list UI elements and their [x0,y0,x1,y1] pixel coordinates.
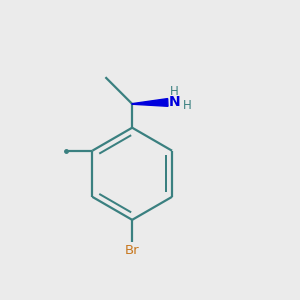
Text: H: H [182,99,191,112]
Text: H: H [170,85,179,98]
Text: Br: Br [125,244,140,256]
Polygon shape [132,99,168,106]
Text: N: N [169,95,180,110]
